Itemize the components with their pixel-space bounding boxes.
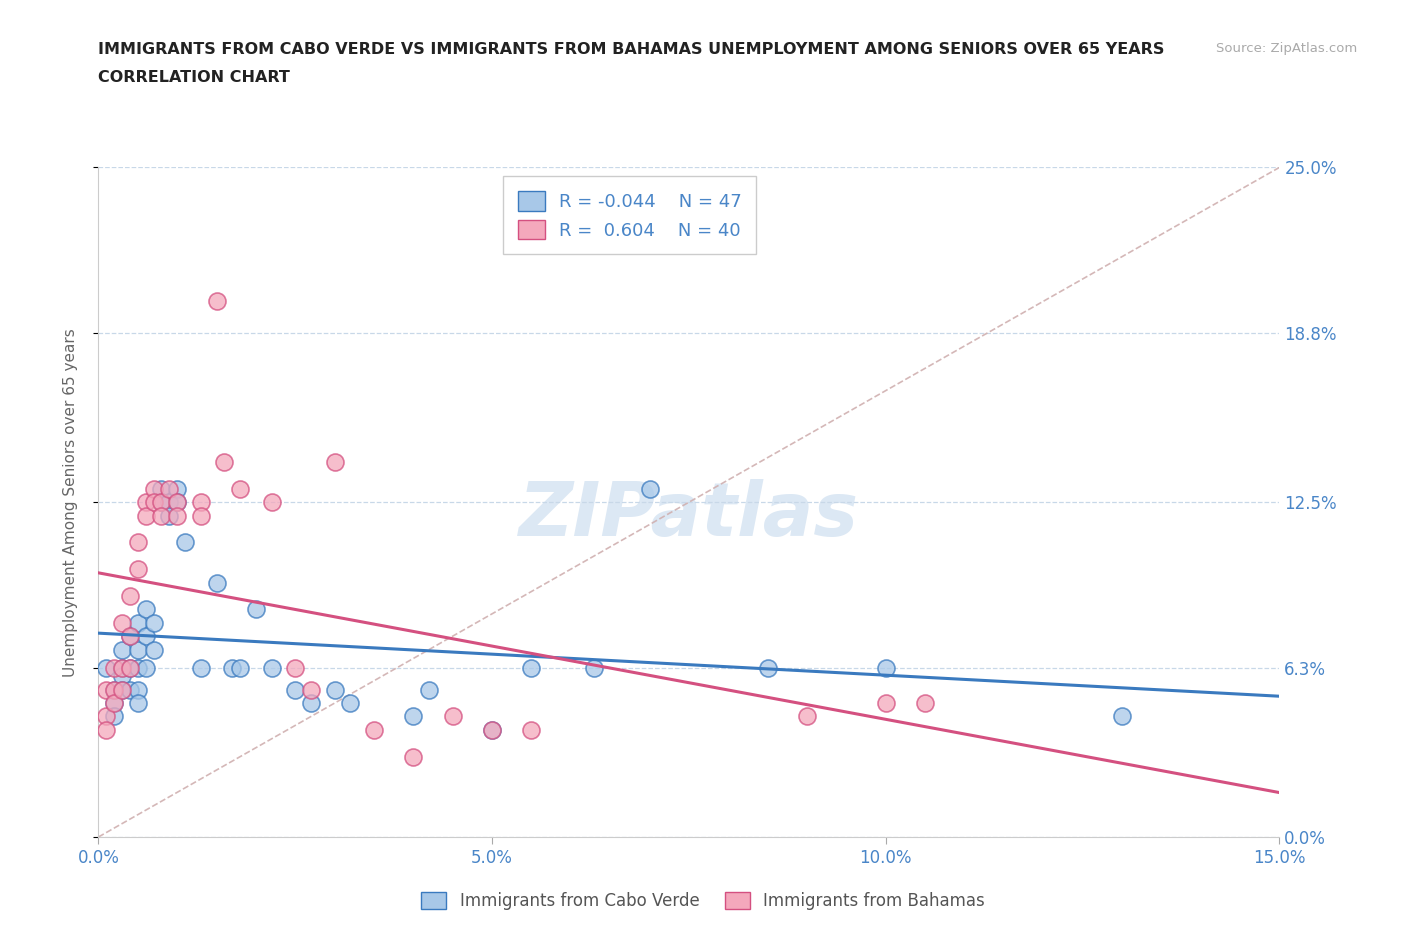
Point [103,683,125,698]
Text: IMMIGRANTS FROM CABO VERDE VS IMMIGRANTS FROM BAHAMAS UNEMPLOYMENT AMONG SENIORS: IMMIGRANTS FROM CABO VERDE VS IMMIGRANTS… [98,42,1164,57]
Point [638,482,661,497]
Point [118,661,141,676]
Point [111,683,134,698]
Point [142,495,165,510]
Point [96,683,118,698]
Point [111,661,134,676]
Point [157,482,180,497]
Point [150,508,173,523]
Point [284,683,307,698]
Point [157,495,180,510]
Point [96,723,118,737]
Point [142,616,165,631]
Point [103,661,125,676]
Point [520,661,543,676]
Point [441,709,464,724]
Point [127,642,149,657]
Point [402,709,425,724]
Point [142,642,165,657]
Point [118,683,141,698]
Point [875,696,897,711]
Point [111,661,134,676]
Point [103,696,125,711]
Point [214,455,236,470]
Point [914,696,936,711]
Point [135,495,157,510]
Point [127,661,149,676]
Point [245,602,267,617]
Point [135,602,157,617]
Text: Source: ZipAtlas.com: Source: ZipAtlas.com [1216,42,1357,55]
Text: CORRELATION CHART: CORRELATION CHART [98,70,290,85]
Point [323,455,346,470]
Point [299,696,322,711]
Point [174,535,197,550]
Point [583,661,606,676]
Point [157,508,180,523]
Legend: R = -0.044    N = 47, R =  0.604    N = 40: R = -0.044 N = 47, R = 0.604 N = 40 [503,177,756,254]
Point [205,575,228,590]
Point [166,482,188,497]
Point [135,661,157,676]
Point [111,642,134,657]
Text: ZIPatlas: ZIPatlas [519,479,859,552]
Point [229,482,252,497]
Point [205,294,228,309]
Point [166,495,188,510]
Point [221,661,243,676]
Y-axis label: Unemployment Among Seniors over 65 years: Unemployment Among Seniors over 65 years [63,328,77,677]
Point [150,495,173,510]
Point [402,750,425,764]
Point [111,683,134,698]
Point [481,723,503,737]
Point [796,709,818,724]
Legend: Immigrants from Cabo Verde, Immigrants from Bahamas: Immigrants from Cabo Verde, Immigrants f… [415,885,991,917]
Point [142,482,165,497]
Point [118,661,141,676]
Point [1111,709,1133,724]
Point [756,661,779,676]
Point [135,508,157,523]
Point [111,616,134,631]
Point [339,696,361,711]
Point [875,661,897,676]
Point [229,661,252,676]
Point [190,661,212,676]
Point [260,495,283,510]
Point [118,629,141,644]
Point [135,629,157,644]
Point [127,562,149,577]
Point [127,616,149,631]
Point [481,723,503,737]
Point [260,661,283,676]
Point [118,589,141,604]
Point [127,683,149,698]
Point [520,723,543,737]
Point [363,723,385,737]
Point [166,508,188,523]
Point [111,669,134,684]
Point [284,661,307,676]
Point [323,683,346,698]
Point [190,508,212,523]
Point [96,709,118,724]
Point [103,709,125,724]
Point [118,629,141,644]
Point [166,495,188,510]
Point [96,661,118,676]
Point [150,482,173,497]
Point [418,683,440,698]
Point [127,535,149,550]
Point [150,495,173,510]
Point [127,696,149,711]
Point [103,696,125,711]
Point [103,683,125,698]
Point [190,495,212,510]
Point [299,683,322,698]
